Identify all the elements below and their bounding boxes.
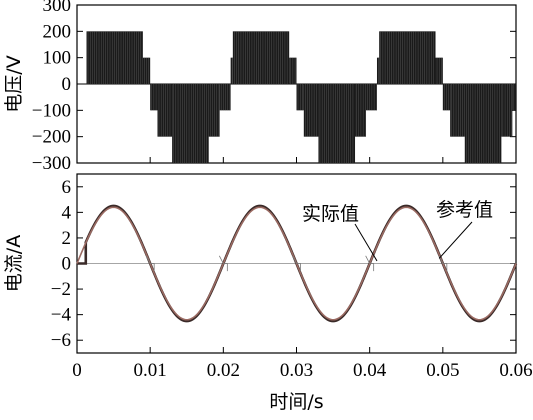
voltage-pwm-block [172,84,209,163]
time-x-axis-label: 时间/s [269,391,323,413]
voltage-pwm-block [450,84,465,137]
voltage-y-tick-label: 100 [43,48,72,69]
current-zero-crossing-step [292,255,301,272]
current-y-axis-label: 电流/A [3,235,25,292]
voltage-pwm-block [289,57,297,84]
annotation-leader-line [438,221,473,259]
voltage-pwm-block [296,84,304,111]
current-zero-crossing-step [145,255,155,272]
voltage-pwm-block [208,84,220,137]
voltage-pwm-block [512,84,516,111]
current-waveforms [76,204,518,323]
voltage-pwm-block [142,57,151,84]
time-x-ticks: 0 0.01 0.02 0.03 0.04 0.05 0.06 [72,347,533,381]
current-y-tick-label: 6 [62,177,72,198]
voltage-pwm-block [157,84,173,137]
annotation-leader-line [354,223,378,262]
voltage-pwm-block [464,84,502,163]
voltage-waveform [77,31,516,163]
current-annotations: 实际值 参考值 [302,199,493,262]
voltage-pwm-block [376,57,380,84]
voltage-pwm-block [232,31,290,84]
current-y-tick-label: 0 [62,254,72,275]
voltage-pwm-block [355,84,367,137]
voltage-y-tick-label: −300 [32,153,71,174]
current-y-tick-label: 2 [62,228,72,249]
voltage-pwm-block [86,31,143,84]
voltage-y-tick-label: −200 [32,127,71,148]
current-y-tick-label: −2 [51,279,71,300]
voltage-y-tick-label: −100 [32,100,71,121]
current-y-tick-label: −6 [51,330,71,351]
voltage-pwm-block [150,84,158,111]
current-zero-crossing-step [218,255,228,272]
annotation-actual-label: 实际值 [302,203,359,225]
time-x-tick-label: 0.03 [280,360,313,381]
voltage-panel: 300 200 100 0 −100 −200 −300 电压/V [3,0,517,174]
voltage-y-tick-label: 200 [43,21,72,42]
voltage-pwm-block [230,57,233,84]
voltage-pwm-block [379,31,436,84]
current-zero-crossing-step [365,255,375,272]
annotation-reference-label: 参考值 [436,199,493,221]
voltage-pwm-block [219,84,231,111]
voltage-pwm-block [442,84,451,111]
voltage-pwm-block [318,84,356,163]
current-panel: 6 4 2 0 −2 −4 −6 0 0.01 0.02 0.03 0.04 0.05 0.06 实际值… [3,173,533,413]
voltage-pwm-block [435,57,443,84]
time-x-tick-label: 0.01 [134,360,167,381]
time-x-tick-label: 0.02 [207,360,240,381]
current-y-tick-label: −4 [51,305,72,326]
current-zero-crossing-step [438,255,448,272]
voltage-y-axis-label: 电压/V [3,55,25,112]
current-y-tick-label: 4 [62,202,72,223]
time-x-tick-label: 0.06 [499,360,532,381]
time-x-tick-label: 0.04 [353,360,387,381]
time-x-tick-label: 0.05 [426,360,459,381]
voltage-pwm-block [501,84,513,137]
time-x-tick-label: 0 [72,360,82,381]
voltage-y-ticks: 300 200 100 0 −100 −200 −300 [32,0,517,174]
voltage-y-tick-label: 0 [62,74,72,95]
voltage-pwm-block [366,84,377,111]
voltage-y-tick-label: 300 [43,0,72,16]
voltage-pwm-block [303,84,319,137]
